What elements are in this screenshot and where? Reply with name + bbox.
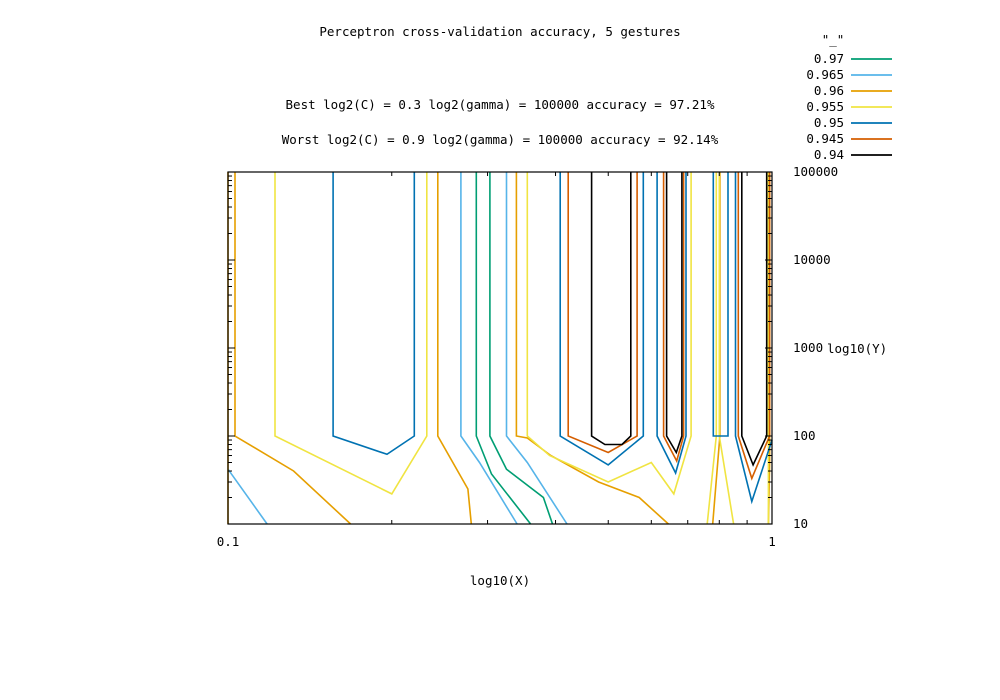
contour-line-0.95-0: [332, 172, 416, 456]
legend-title: "_": [822, 32, 845, 47]
contour-line-0.965-0: [227, 468, 268, 525]
y-tick-label: 100000: [793, 164, 838, 179]
contour-line-0.955-1: [526, 172, 692, 496]
axis-ticks: 10 100 1000 10000 100000 0.1 1: [217, 164, 838, 549]
y-axis-label: log10(Y): [827, 341, 887, 356]
contour-line-0.96-1: [234, 172, 352, 525]
contour-line-0.95-2: [656, 172, 687, 476]
contour-line-0.97-1: [489, 172, 554, 525]
contour-line-0.945-0: [567, 172, 638, 454]
contour-line-0.97-0: [475, 172, 532, 525]
contour-line-0.96-2: [436, 172, 473, 525]
y-tick-label: 100: [793, 428, 816, 443]
x-tick-label: 1: [768, 534, 776, 549]
contour-line-0.955-2: [718, 172, 735, 525]
chart-title: Perceptron cross-validation accuracy, 5 …: [319, 24, 680, 39]
y-tick-label: 10000: [793, 252, 831, 267]
worst-annotation: Worst log2(C) = 0.9 log2(gamma) = 100000…: [282, 132, 719, 147]
contour-line-0.955-3: [706, 172, 718, 525]
legend-label: 0.96: [814, 83, 844, 98]
contour-line-0.95-4: [734, 172, 773, 505]
legend-label: 0.965: [806, 67, 844, 82]
contour-line-0.96-3: [515, 172, 669, 525]
legend-label: 0.945: [806, 131, 844, 146]
y-tick-label: 10: [793, 516, 808, 531]
legend-label: 0.95: [814, 115, 844, 130]
contour-lines: [227, 172, 773, 525]
contour-line-0.945-1: [662, 172, 685, 464]
contour-line-0.94-0: [590, 172, 632, 446]
best-annotation: Best log2(C) = 0.3 log2(gamma) = 100000 …: [286, 97, 715, 112]
contour-line-0.95-3: [712, 172, 729, 437]
contour-line-0.94-1: [665, 172, 683, 455]
contour-line-0.955-0: [274, 172, 428, 495]
contour-line-0.95-1: [559, 172, 645, 466]
legend-label: 0.94: [814, 147, 844, 162]
y-tick-label: 1000: [793, 340, 823, 355]
legend-label: 0.955: [806, 99, 844, 114]
contour-line-0.965-1: [460, 172, 518, 525]
x-tick-label: 0.1: [217, 534, 240, 549]
x-axis-label: log10(X): [470, 573, 530, 588]
contour-line-0.965-2: [505, 172, 568, 525]
legend-label: 0.97: [814, 51, 844, 66]
contour-line-0.945-2: [737, 172, 771, 481]
contour-line-0.94-2: [740, 172, 768, 467]
